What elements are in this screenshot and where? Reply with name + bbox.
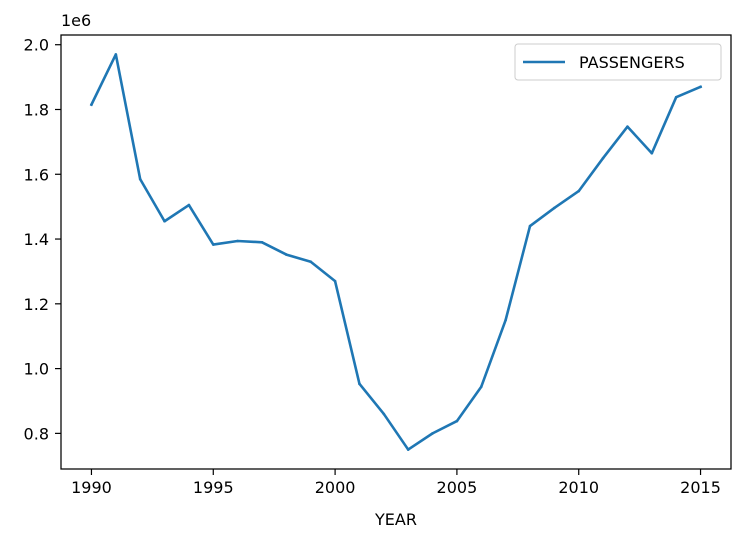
- y-tick-label: 1.8: [24, 100, 49, 119]
- x-axis-label: YEAR: [374, 510, 417, 529]
- x-axis: 1990 1995 2000 2005 2010 2015: [71, 469, 721, 497]
- data-point: [601, 156, 605, 160]
- data-point: [309, 260, 313, 264]
- legend: PASSENGERS: [514, 43, 722, 81]
- x-tick-label: 2015: [680, 478, 721, 497]
- plot-area: [61, 35, 731, 469]
- data-point: [650, 151, 654, 155]
- legend-label: PASSENGERS: [579, 53, 685, 72]
- data-point: [553, 206, 556, 210]
- data-point: [674, 95, 678, 99]
- y-tick-label: 1.6: [24, 165, 49, 184]
- data-point: [211, 243, 215, 246]
- data-point: [333, 279, 337, 283]
- data-point: [699, 85, 702, 89]
- data-point: [285, 253, 288, 256]
- data-point: [626, 125, 629, 128]
- y-tick-label: 0.8: [24, 424, 49, 443]
- data-point: [455, 419, 459, 423]
- y-tick-label: 1.4: [24, 230, 49, 249]
- legend-box: [514, 43, 722, 81]
- data-point: [187, 203, 191, 207]
- x-tick-label: 1990: [71, 478, 112, 497]
- data-point: [114, 53, 118, 56]
- y-axis: 0.8 1.0 1.2 1.4 1.6 1.8 2.0: [24, 36, 61, 443]
- data-point: [406, 448, 410, 451]
- data-point: [163, 219, 166, 223]
- data-point: [504, 318, 507, 322]
- y-tick-label: 1.0: [24, 360, 49, 379]
- y-tick-label: 2.0: [24, 36, 49, 55]
- series-layer: [89, 53, 703, 451]
- y-axis-offset-text: 1e6: [61, 11, 91, 30]
- x-tick-label: 2010: [558, 478, 599, 497]
- plot-frame: [60, 34, 732, 470]
- x-tick-label: 1995: [193, 478, 234, 497]
- y-tick-label: 1.2: [24, 295, 49, 314]
- data-point: [260, 240, 264, 244]
- data-point: [528, 224, 532, 228]
- data-point: [382, 412, 386, 416]
- x-tick-label: 2005: [437, 478, 478, 497]
- x-tick-label: 2000: [315, 478, 356, 497]
- data-point: [577, 189, 581, 193]
- series-line: [89, 53, 703, 451]
- data-point: [431, 432, 434, 435]
- data-point: [90, 103, 93, 106]
- data-point: [138, 177, 142, 181]
- data-point: [479, 385, 483, 389]
- data-point: [358, 382, 361, 386]
- data-point: [236, 239, 239, 243]
